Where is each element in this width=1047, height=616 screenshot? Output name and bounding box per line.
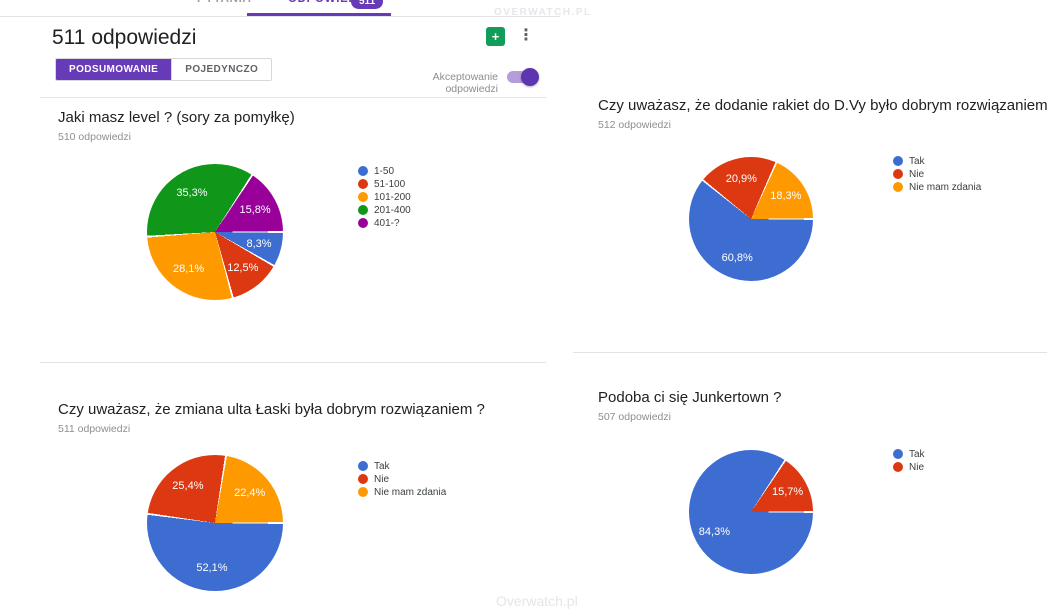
chart-legend: Tak Nie [893, 448, 925, 473]
legend-item: 101-200 [358, 191, 411, 203]
pie-slice-label: 60,8% [721, 252, 753, 265]
question-block-junkertown: Podoba ci się Junkertown ? 507 odpowiedz… [580, 389, 1047, 609]
legend-bullet-icon [358, 487, 368, 497]
legend-label: 201-400 [374, 204, 411, 216]
question-block-dva-rockets: Czy uważasz, że dodanie rakiet do D.Vy b… [580, 97, 1047, 317]
pie-chart-junkertown[interactable]: 84,3% 15,7% [689, 450, 813, 574]
form-tab-bar: PYTANIA ODPOWIEDZI 511 [0, 0, 560, 17]
legend-bullet-icon [358, 179, 368, 189]
pie-slice-label: 28,1% [172, 263, 205, 276]
pie-slice-label: 22,4% [234, 487, 266, 500]
kebab-menu-icon: ⋮ [518, 27, 534, 44]
section-divider [573, 352, 1047, 353]
legend-label: Tak [909, 155, 925, 167]
legend-label: Tak [909, 448, 925, 460]
summary-tab-button[interactable]: PODSUMOWANIE [56, 59, 172, 80]
pie-chart-level[interactable]: 8,3% 12,5% 28,1% 35,3% 15,8% [147, 164, 283, 300]
legend-item: 51-100 [358, 178, 411, 190]
chart-legend: Tak Nie Nie mam zdania [358, 460, 447, 498]
legend-item: Tak [358, 460, 446, 472]
legend-bullet-icon [893, 462, 903, 472]
legend-item: Nie [893, 168, 981, 180]
legend-item: Nie [893, 461, 925, 473]
section-divider [40, 97, 546, 98]
legend-bullet-icon [893, 156, 903, 166]
legend-bullet-icon [358, 166, 368, 176]
individual-tab-button[interactable]: POJEDYNCZO [171, 59, 272, 80]
pie-slice-label: 35,3% [176, 186, 208, 199]
legend-label: Nie [909, 168, 925, 180]
view-switch: PODSUMOWANIE POJEDYNCZO [55, 58, 273, 81]
legend-label: 1-50 [374, 165, 395, 177]
pie-slice-label: 84,3% [698, 525, 731, 538]
watermark-top: OVERWATCH.PL [494, 7, 592, 18]
response-count: 512 odpowiedzi [598, 119, 671, 131]
legend-bullet-icon [358, 461, 368, 471]
question-title: Podoba ci się Junkertown ? [598, 389, 782, 406]
legend-bullet-icon [893, 182, 903, 192]
legend-item: 401-? [358, 217, 411, 229]
legend-label: Nie mam zdania [909, 181, 982, 193]
page-title: 511 odpowiedzi [52, 26, 197, 49]
pie-slice-label: 52,1% [196, 562, 228, 575]
pie-chart-mercy-ult[interactable]: 52,1% 25,4% 22,4% [147, 455, 283, 591]
response-count: 511 odpowiedzi [58, 423, 131, 435]
watermark-bottom: Overwatch.pl [496, 593, 578, 609]
tab-responses[interactable]: ODPOWIEDZI [288, 0, 369, 5]
question-block-mercy-ult: Czy uważasz, że zmiana ulta Łaski była d… [40, 401, 546, 616]
section-divider [40, 362, 546, 363]
question-title: Jaki masz level ? (sory za pomyłkę) [58, 109, 295, 126]
toggle-knob [521, 68, 539, 86]
question-block-level: Jaki masz level ? (sory za pomyłkę) 510 … [40, 109, 546, 349]
legend-label: 51-100 [374, 178, 406, 190]
accepting-responses-label: Akceptowanie odpowiedzi [432, 71, 498, 95]
legend-bullet-icon [358, 192, 368, 202]
active-tab-indicator [247, 13, 391, 16]
spreadsheet-plus-icon: + [491, 29, 500, 44]
pie-slice-label: 12,5% [227, 262, 259, 275]
chart-legend: Tak Nie Nie mam zdania [893, 155, 982, 193]
legend-bullet-icon [893, 449, 903, 459]
legend-bullet-icon [358, 205, 368, 215]
pie-slice-label: 20,9% [725, 172, 757, 185]
pie-slice-label: 25,4% [172, 480, 204, 493]
pie-slice-label: 18,3% [770, 190, 802, 203]
tab-questions[interactable]: PYTANIA [197, 0, 252, 5]
response-count: 510 odpowiedzi [58, 131, 131, 143]
responses-count-badge: 511 [351, 0, 384, 9]
legend-label: Nie mam zdania [374, 486, 447, 498]
legend-item: 1-50 [358, 165, 411, 177]
legend-label: Tak [374, 460, 390, 472]
pie-slice-label: 15,7% [771, 486, 804, 499]
question-title: Czy uważasz, że zmiana ulta Łaski była d… [58, 401, 485, 418]
create-spreadsheet-button[interactable]: + [486, 27, 505, 46]
response-count: 507 odpowiedzi [598, 411, 671, 423]
legend-item: Nie mam zdania [358, 486, 447, 498]
legend-item: Tak [893, 448, 925, 460]
legend-bullet-icon [358, 218, 368, 228]
legend-label: 101-200 [374, 191, 411, 203]
more-options-button[interactable]: ⋮ [518, 25, 534, 47]
legend-item: Tak [893, 155, 981, 167]
legend-label: Nie [374, 473, 390, 485]
legend-label: Nie [909, 461, 925, 473]
pie-chart-dva-rockets[interactable]: 60,8% 20,9% 18,3% [689, 157, 813, 281]
pie-slice-label: 15,8% [239, 204, 271, 217]
accepting-responses-toggle[interactable] [507, 68, 539, 86]
legend-bullet-icon [893, 169, 903, 179]
legend-item: Nie mam zdania [893, 181, 982, 193]
pie-slice-label: 8,3% [246, 237, 272, 250]
chart-legend: 1-50 51-100 101-200 201-400 401-? [358, 165, 411, 229]
legend-label: 401-? [374, 217, 400, 229]
legend-item: 201-400 [358, 204, 411, 216]
legend-bullet-icon [358, 474, 368, 484]
legend-item: Nie [358, 473, 446, 485]
question-title: Czy uważasz, że dodanie rakiet do D.Vy b… [598, 97, 1047, 114]
